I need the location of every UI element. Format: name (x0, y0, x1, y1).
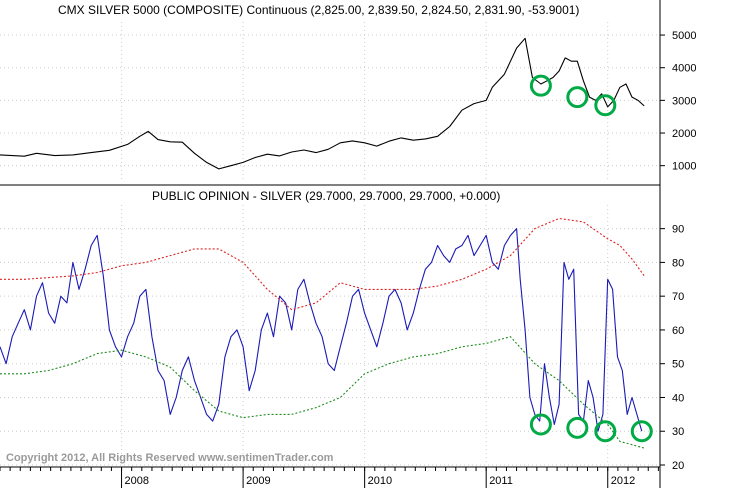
y-tick-label-20: 20 (672, 460, 684, 472)
y-tick-label-2000: 2000 (672, 128, 696, 140)
silver-price-y-axis: 1000 2000 3000 4000 5000 (660, 30, 696, 173)
year-axis: 2008 2009 2010 2011 2012 (0, 467, 659, 488)
price-series-line-0 (0, 37, 645, 170)
public-opinion-series (0, 217, 645, 449)
highlight-circle-2 (594, 420, 617, 443)
silver-price-series (0, 37, 645, 170)
opinion-series-line-0 (0, 228, 643, 432)
year-label-2009: 2009 (246, 475, 270, 487)
highlight-circle-1 (566, 86, 589, 109)
year-label-2008: 2008 (125, 475, 149, 487)
silver-price-gridlines (0, 22, 660, 182)
copyright-notice: Copyright 2012, All Rights Reserved www.… (6, 452, 334, 464)
highlight-circle-0 (529, 413, 552, 436)
silver-price-title: CMX SILVER 5000 (COMPOSITE) Continuous (… (58, 3, 579, 17)
y-tick-label-5000: 5000 (672, 30, 696, 42)
public-opinion-panel: PUBLIC OPINION - SILVER (29.7000, 29.700… (0, 189, 684, 472)
y-tick-label-4000: 4000 (672, 63, 696, 75)
y-tick-label-3000: 3000 (672, 95, 696, 107)
highlight-circle-3 (630, 420, 653, 443)
y-tick-label-30: 30 (672, 426, 684, 438)
y-tick-label-60: 60 (672, 325, 684, 337)
y-tick-label-1000: 1000 (672, 161, 696, 173)
public-opinion-circles (529, 413, 653, 443)
y-tick-label-90: 90 (672, 224, 684, 236)
public-opinion-y-axis: 20 30 40 50 60 70 80 90 (660, 224, 684, 472)
public-opinion-title: PUBLIC OPINION - SILVER (29.7000, 29.700… (152, 189, 500, 203)
year-label-2012: 2012 (611, 475, 635, 487)
y-tick-label-80: 80 (672, 257, 684, 269)
y-tick-label-40: 40 (672, 392, 684, 404)
y-tick-label-50: 50 (672, 359, 684, 371)
highlight-circle-2 (594, 94, 617, 117)
highlight-circle-0 (529, 74, 552, 97)
year-label-2010: 2010 (368, 475, 392, 487)
silver-price-circles (529, 74, 617, 117)
silver-price-panel: CMX SILVER 5000 (COMPOSITE) Continuous (… (0, 3, 696, 182)
highlight-circle-1 (566, 416, 589, 439)
opinion-series-line-2 (0, 336, 645, 449)
year-label-2011: 2011 (489, 475, 513, 487)
y-tick-label-70: 70 (672, 291, 684, 303)
